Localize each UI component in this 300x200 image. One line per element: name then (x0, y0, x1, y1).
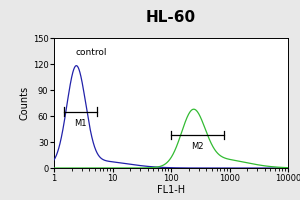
Text: HL-60: HL-60 (146, 10, 196, 25)
Text: control: control (75, 48, 107, 57)
Text: M2: M2 (191, 142, 204, 151)
Text: M1: M1 (75, 119, 87, 128)
Y-axis label: Counts: Counts (20, 86, 30, 120)
X-axis label: FL1-H: FL1-H (157, 185, 185, 195)
